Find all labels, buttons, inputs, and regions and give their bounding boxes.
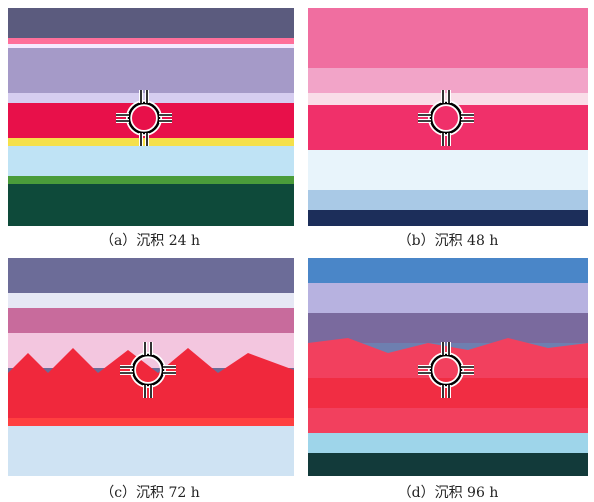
caption: （b）沉积 48 h bbox=[303, 230, 593, 250]
image-b bbox=[308, 8, 588, 226]
image-d bbox=[308, 258, 588, 476]
caption: （c）沉积 72 h bbox=[5, 482, 295, 502]
figure: （a）沉积 24 h （b）沉积 48 h （c）沉积 72 h （d）沉积 9… bbox=[0, 0, 594, 502]
caption: （d）沉积 96 h bbox=[303, 482, 593, 502]
image-a bbox=[8, 8, 294, 226]
caption: （a）沉积 24 h bbox=[5, 230, 295, 250]
image-c bbox=[8, 258, 294, 476]
